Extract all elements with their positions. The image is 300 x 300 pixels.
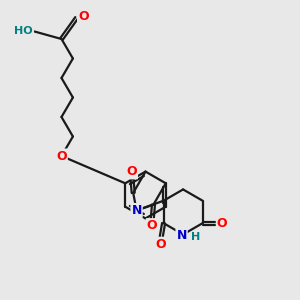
Text: H: H (191, 232, 201, 242)
Text: O: O (78, 10, 88, 23)
Text: HO: HO (14, 26, 33, 37)
Text: N: N (176, 230, 187, 242)
Text: N: N (131, 204, 142, 217)
Text: O: O (217, 217, 227, 230)
Text: O: O (126, 165, 137, 178)
Text: O: O (56, 149, 67, 163)
Text: O: O (155, 238, 166, 251)
Text: O: O (147, 219, 157, 232)
